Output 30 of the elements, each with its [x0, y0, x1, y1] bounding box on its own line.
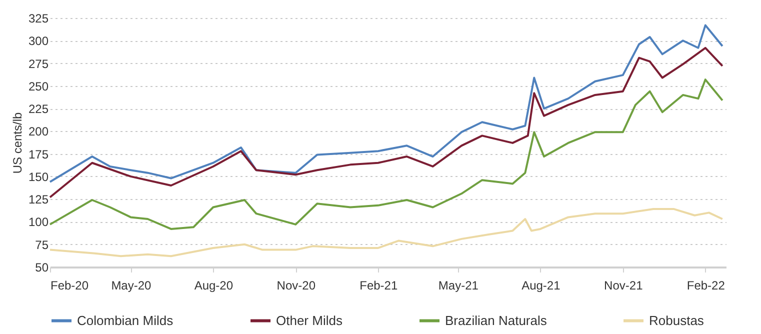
y-tick-label: 100	[28, 215, 49, 230]
x-tick-label: May-20	[111, 278, 152, 292]
line-series	[49, 24, 724, 183]
legend-label: Robustas	[649, 312, 704, 328]
line-series	[49, 78, 724, 230]
y-tick-label: 275	[28, 56, 49, 71]
y-tick-label: 150	[28, 170, 49, 184]
y-axis-title: US cents/lb	[10, 112, 24, 174]
y-tick-label: 300	[28, 34, 49, 48]
y-tick-label: 200	[28, 124, 49, 139]
x-tick-label: Feb-22	[686, 278, 726, 292]
y-tick-label: 250	[28, 79, 49, 94]
line-series	[49, 46, 724, 198]
legend-label: Brazilian Naturals	[445, 312, 548, 328]
line-series	[49, 208, 724, 258]
y-tick-label: 175	[28, 147, 49, 162]
x-tick-label: Feb-20	[50, 278, 89, 292]
x-tick-label: May-21	[438, 278, 479, 292]
legend-label: Other Milds	[276, 312, 343, 328]
y-tick-label: 125	[28, 192, 49, 207]
y-tick-label: 75	[35, 238, 49, 252]
y-tick-label: 325	[28, 12, 49, 26]
legend-label: Colombian Milds	[77, 312, 174, 328]
y-tick-label: 225	[28, 102, 49, 116]
x-tick-label: Aug-20	[194, 278, 234, 292]
x-tick-label: Nov-20	[276, 278, 316, 292]
x-tick-label: Feb-21	[360, 278, 398, 292]
x-tick-label: Aug-21	[522, 278, 561, 292]
x-tick-label: Nov-21	[604, 278, 644, 292]
y-tick-label: 50	[35, 260, 49, 274]
